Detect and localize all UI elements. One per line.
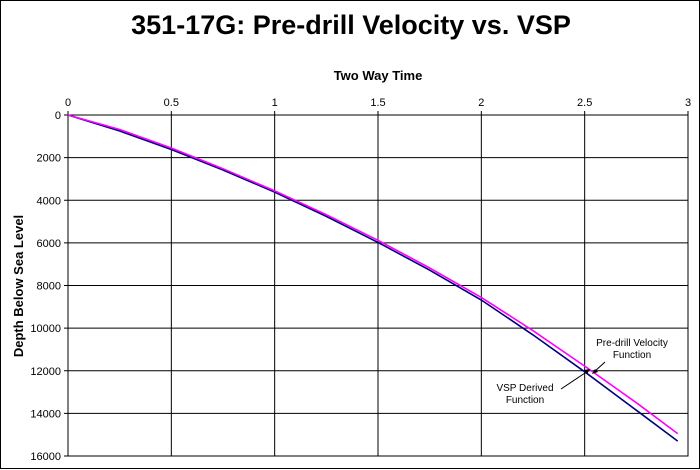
- y-tick-label: 14000: [30, 408, 61, 420]
- series-line-vsp-derived: [67, 114, 679, 442]
- x-tick-label: 0.5: [164, 97, 179, 109]
- x-tick-label: 2.5: [577, 97, 592, 109]
- annotation-arrow-vsp: [560, 370, 589, 390]
- x-tick-label: 2: [478, 97, 484, 109]
- chart-title: 351-17G: Pre-drill Velocity vs. VSP: [131, 10, 571, 40]
- tick-labels: 0 0.5 1 1.5 2 2.5 3 0 2000 4000 6000 8000 10000 12000…: [30, 97, 691, 463]
- y-tick-label: 8000: [37, 281, 61, 293]
- y-axis-title: Depth Below Sea Level: [11, 215, 26, 357]
- annotation-layer: Pre-drill Velocity Function VSP Derived Fun…: [496, 338, 667, 406]
- x-tick-label: 3: [685, 97, 691, 109]
- arrowhead-pre-drill: [592, 369, 598, 374]
- y-tick-label: 2000: [37, 153, 61, 165]
- x-tick-label: 1.5: [370, 97, 385, 109]
- series-layer: [67, 114, 679, 442]
- annotation-pre-drill: Pre-drill Velocity Function: [596, 338, 668, 361]
- arrowhead-vsp: [584, 369, 590, 374]
- y-tick-label: 12000: [30, 366, 61, 378]
- annotation-vsp-derived: VSP Derived Function: [496, 383, 553, 406]
- y-tick-label: 0: [55, 110, 61, 122]
- x-axis-title: Two Way Time: [334, 68, 423, 83]
- series-line-pre-drill-velocity: [67, 114, 679, 435]
- y-tick-label: 6000: [37, 238, 61, 250]
- y-tick-label: 10000: [30, 323, 61, 335]
- y-tick-label: 16000: [30, 451, 61, 463]
- x-tick-label: 1: [272, 97, 278, 109]
- y-tick-label: 4000: [37, 195, 61, 207]
- x-tick-label: 0: [65, 97, 71, 109]
- grid-layer: [64, 111, 689, 457]
